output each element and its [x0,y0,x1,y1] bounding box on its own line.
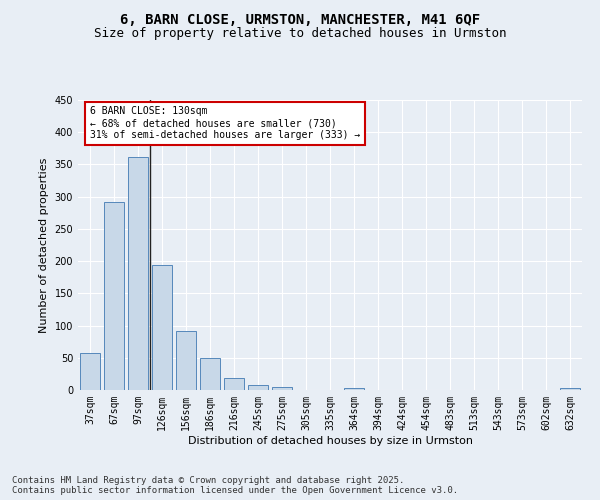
Text: 6, BARN CLOSE, URMSTON, MANCHESTER, M41 6QF: 6, BARN CLOSE, URMSTON, MANCHESTER, M41 … [120,12,480,26]
Bar [152,265,172,390]
Text: 6 BARN CLOSE: 130sqm
← 68% of detached houses are smaller (730)
31% of semi-deta: 6 BARN CLOSE: 130sqm ← 68% of detached h… [90,106,361,140]
Bar [272,387,292,390]
Bar [248,385,268,390]
Bar [344,388,364,390]
Bar [560,388,580,390]
Bar [128,156,148,390]
X-axis label: Distribution of detached houses by size in Urmston: Distribution of detached houses by size … [187,436,473,446]
Bar [104,202,124,390]
Text: Contains HM Land Registry data © Crown copyright and database right 2025.
Contai: Contains HM Land Registry data © Crown c… [12,476,458,495]
Bar [80,354,100,390]
Bar [224,378,244,390]
Bar [200,358,220,390]
Y-axis label: Number of detached properties: Number of detached properties [39,158,49,332]
Text: Size of property relative to detached houses in Urmston: Size of property relative to detached ho… [94,28,506,40]
Bar [176,330,196,390]
